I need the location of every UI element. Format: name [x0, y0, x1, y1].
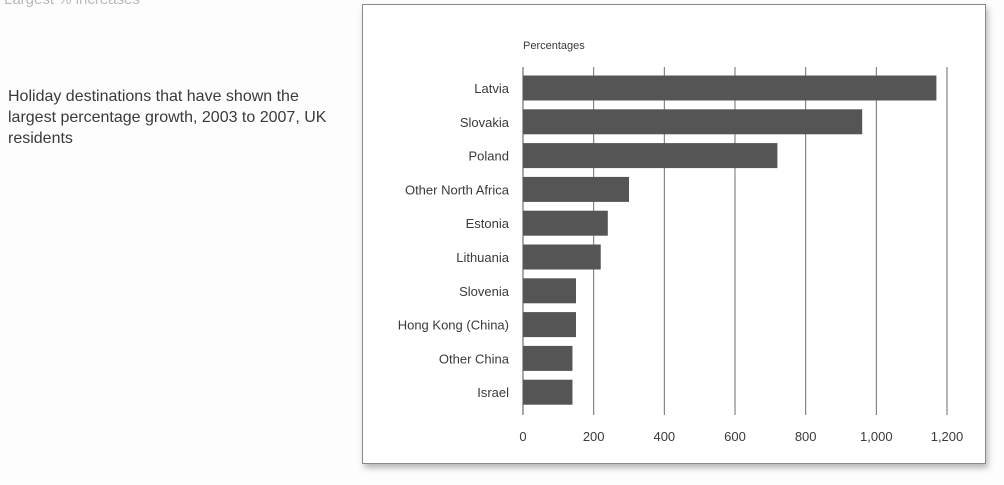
- bar-latvia: [523, 75, 937, 101]
- bar-poland: [523, 143, 778, 169]
- x-tick-label: 400: [653, 429, 675, 444]
- x-tick-label: 1,000: [860, 429, 893, 444]
- bar-slovakia: [523, 109, 863, 135]
- bar-hong-kong-china: [523, 312, 576, 338]
- category-label: Estonia: [466, 216, 510, 231]
- cut-off-heading: Largest % increases: [4, 0, 140, 8]
- bars: [523, 75, 937, 405]
- category-label: Israel: [477, 385, 509, 400]
- bar-other-north-africa: [523, 176, 629, 202]
- category-label: Slovakia: [460, 115, 510, 130]
- x-tick-label: 1,200: [931, 429, 964, 444]
- chart-caption: Holiday destinations that have shown the…: [8, 88, 327, 147]
- x-tick-label: 600: [724, 429, 746, 444]
- bar-other-china: [523, 345, 573, 371]
- x-tick-label: 200: [583, 429, 605, 444]
- category-label: Poland: [469, 149, 509, 164]
- x-tick-label: 0: [519, 429, 526, 444]
- bar-chart: Latvia Slovakia Poland Other North Africa Es…: [398, 40, 964, 444]
- category-label: Slovenia: [459, 284, 510, 299]
- category-labels: Latvia Slovakia Poland Other North Africa Es…: [398, 81, 510, 400]
- category-label: Lithuania: [456, 250, 510, 265]
- x-tick-labels: 0 200 400 600 800 1,000 1,200: [519, 429, 963, 444]
- category-label: Other North Africa: [405, 182, 510, 197]
- category-label: Latvia: [474, 81, 509, 96]
- bar-slovenia: [523, 278, 576, 304]
- chart-frame: Latvia Slovakia Poland Other North Africa Es…: [362, 4, 986, 464]
- category-label: Other China: [439, 351, 510, 366]
- unit-label: Percentages: [523, 40, 585, 52]
- x-tick-label: 800: [795, 429, 817, 444]
- category-label: Hong Kong (China): [398, 318, 509, 333]
- bar-lithuania: [523, 244, 601, 270]
- bar-israel: [523, 379, 573, 405]
- bar-estonia: [523, 210, 608, 236]
